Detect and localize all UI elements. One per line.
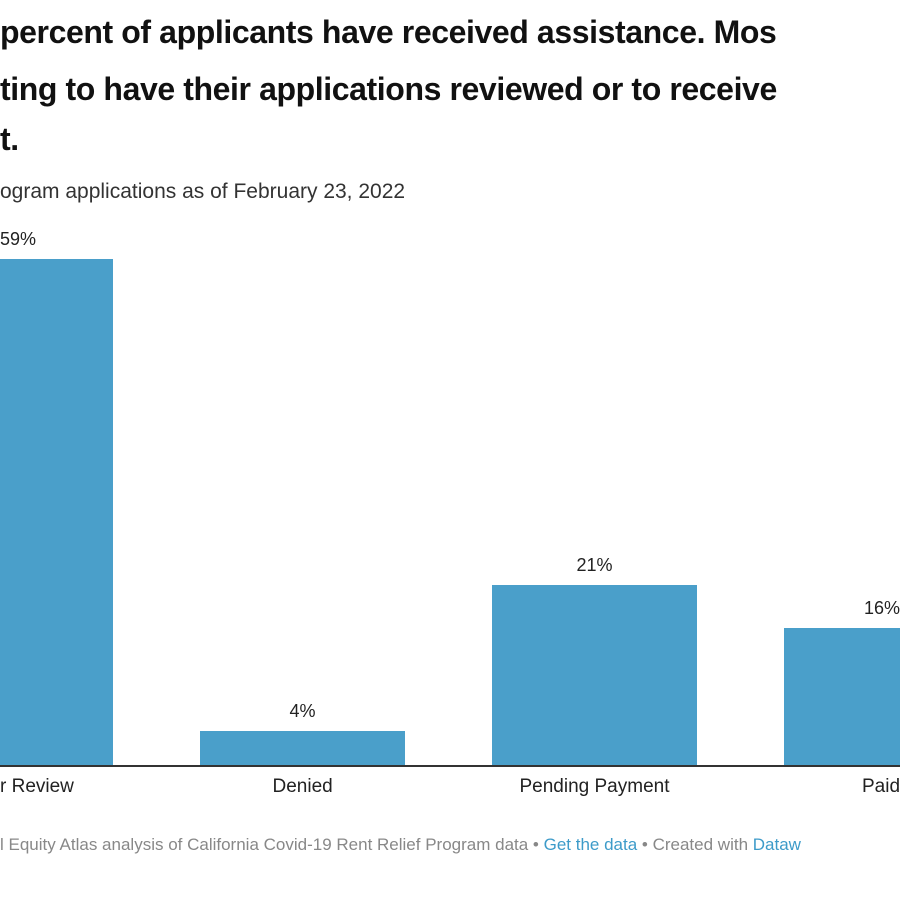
category-label-2: Pending Payment bbox=[519, 776, 670, 797]
bar-1 bbox=[200, 730, 405, 765]
chart-title-line-1: percent of applicants have received assi… bbox=[0, 14, 777, 50]
value-label-2: 21% bbox=[576, 554, 613, 575]
x-axis-baseline bbox=[0, 765, 900, 767]
chart-title-line-3: t. bbox=[0, 121, 19, 157]
created-with-text: • Created with bbox=[637, 835, 753, 854]
datawrapper-link[interactable]: Dataw bbox=[752, 835, 801, 854]
separator: • bbox=[528, 835, 544, 854]
value-label-0: 59% bbox=[0, 229, 37, 249]
chart-subtitle: ogram applications as of February 23, 20… bbox=[0, 180, 406, 203]
category-label-0: r Review bbox=[0, 776, 74, 797]
value-label-1: 4% bbox=[289, 700, 316, 721]
bar-0 bbox=[0, 259, 113, 765]
source-text: l Equity Atlas analysis of California Co… bbox=[0, 835, 529, 854]
bar-3 bbox=[784, 627, 900, 765]
get-the-data-link[interactable]: Get the data bbox=[543, 835, 638, 854]
chart-footer: l Equity Atlas analysis of California Co… bbox=[0, 835, 801, 855]
bar-2 bbox=[492, 584, 697, 765]
category-label-1: Denied bbox=[272, 776, 333, 797]
category-label-3: Paid bbox=[862, 776, 900, 797]
value-label-3: 16% bbox=[864, 597, 900, 618]
chart-title-line-2: ting to have their applications reviewed… bbox=[0, 71, 777, 107]
